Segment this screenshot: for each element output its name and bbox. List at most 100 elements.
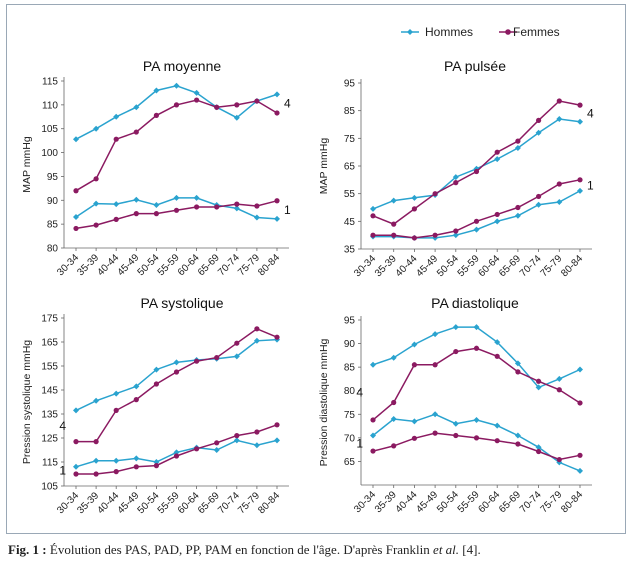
data-point: [370, 448, 376, 454]
data-point: [390, 197, 397, 204]
x-tick-label: 30-34: [55, 252, 81, 278]
data-point: [556, 375, 563, 382]
group-label-1: 1: [59, 463, 66, 477]
y-axis-label: MAP mmHg: [21, 136, 33, 193]
data-point: [577, 187, 583, 194]
data-point: [194, 358, 200, 364]
y-tick-label: 85: [47, 220, 59, 231]
x-tick-label: 70-74: [216, 490, 242, 516]
y-tick-label: 110: [42, 100, 58, 111]
x-tick-label: 75-79: [539, 253, 565, 279]
y-tick-label: 70: [344, 433, 356, 444]
data-point: [274, 334, 280, 340]
data-point: [133, 129, 139, 135]
series-femmes-4: [370, 345, 583, 423]
data-point: [494, 149, 500, 155]
caption-ref: [4].: [462, 542, 481, 557]
data-point: [234, 433, 240, 439]
data-point: [473, 435, 480, 441]
y-tick-label: 85: [344, 363, 356, 374]
data-point: [193, 89, 200, 96]
data-point: [473, 226, 480, 233]
x-tick-label: 70-74: [518, 489, 544, 515]
data-point: [214, 204, 220, 210]
data-point: [370, 361, 376, 368]
x-tick-label: 70-74: [216, 252, 242, 278]
x-tick-label: 60-64: [476, 489, 502, 515]
y-tick-label: 115: [42, 77, 58, 88]
x-tick-label: 75-79: [236, 490, 262, 516]
data-point: [536, 117, 542, 123]
data-point: [153, 366, 160, 373]
data-point: [113, 113, 120, 120]
data-point: [194, 446, 200, 452]
figure-caption: Fig. 1 : Évolution des PAS, PAD, PP, PAM…: [8, 542, 624, 558]
series-hommes-1: [370, 187, 583, 241]
data-point: [73, 188, 79, 194]
series-hommes-4: [73, 336, 280, 414]
chart-title: PA systolique: [140, 295, 223, 311]
x-tick-label: 40-44: [394, 489, 420, 515]
data-point: [73, 213, 79, 220]
data-point: [452, 232, 459, 239]
data-point: [193, 194, 200, 201]
caption-text: Évolution des PAS, PAD, PP, PAM en fonct…: [49, 542, 430, 557]
x-tick-label: 50-54: [435, 489, 461, 515]
data-point: [536, 448, 542, 455]
x-tick-label: 65-69: [497, 253, 523, 279]
data-point: [411, 341, 418, 348]
chart-title: PA diastolique: [431, 295, 519, 311]
data-point: [473, 218, 480, 224]
data-point: [93, 222, 99, 228]
data-point: [274, 422, 280, 428]
data-point: [556, 456, 562, 463]
y-tick-label: 175: [41, 314, 58, 325]
x-tick-label: 70-74: [518, 253, 544, 279]
y-axis-label: Pression systolique mmHg: [21, 340, 33, 464]
y-tick-label: 115: [42, 458, 58, 469]
y-tick-label: 135: [41, 410, 58, 421]
data-point: [390, 354, 397, 361]
data-point: [274, 437, 280, 444]
data-point: [254, 98, 260, 104]
y-tick-label: 105: [41, 124, 58, 135]
x-tick-label: 35-39: [75, 490, 101, 516]
data-point: [514, 212, 521, 219]
data-point: [233, 114, 240, 121]
series-femmes-1: [73, 422, 280, 477]
data-point: [370, 432, 376, 439]
data-point: [133, 211, 139, 217]
data-point: [515, 441, 521, 447]
x-tick-label: 35-39: [75, 252, 101, 278]
data-point: [556, 98, 562, 104]
y-tick-label: 55: [344, 189, 356, 200]
y-tick-label: 100: [41, 148, 58, 159]
x-tick-label: 80-84: [256, 490, 282, 516]
legend: Hommes Femmes: [401, 25, 560, 39]
caption-et-al: et al.: [433, 542, 460, 557]
series-hommes-1: [370, 411, 583, 474]
data-point: [370, 205, 376, 212]
x-tick-label: 35-39: [373, 253, 399, 279]
data-point: [253, 337, 260, 344]
data-point: [214, 104, 220, 110]
data-point: [473, 416, 480, 423]
x-tick-label: 75-79: [236, 252, 262, 278]
y-tick-label: 90: [47, 196, 59, 207]
data-point: [411, 435, 417, 441]
data-point: [536, 193, 542, 200]
legend-item-femmes: Femmes: [499, 25, 560, 39]
data-point: [453, 180, 459, 186]
y-tick-label: 65: [344, 162, 356, 173]
data-point: [153, 463, 159, 469]
group-label-1: 1: [587, 178, 594, 192]
y-tick-label: 75: [344, 410, 356, 421]
data-point: [391, 443, 397, 449]
legend-label-hommes: Hommes: [425, 25, 473, 39]
chart-panel-1: PA moyenne 80 85 90 95 100 105 110 115 30-3435-39…: [21, 58, 291, 278]
data-point: [93, 439, 99, 445]
data-point: [473, 168, 480, 175]
data-point: [432, 191, 438, 197]
x-tick-label: 30-34: [352, 489, 378, 515]
data-point: [494, 422, 501, 429]
